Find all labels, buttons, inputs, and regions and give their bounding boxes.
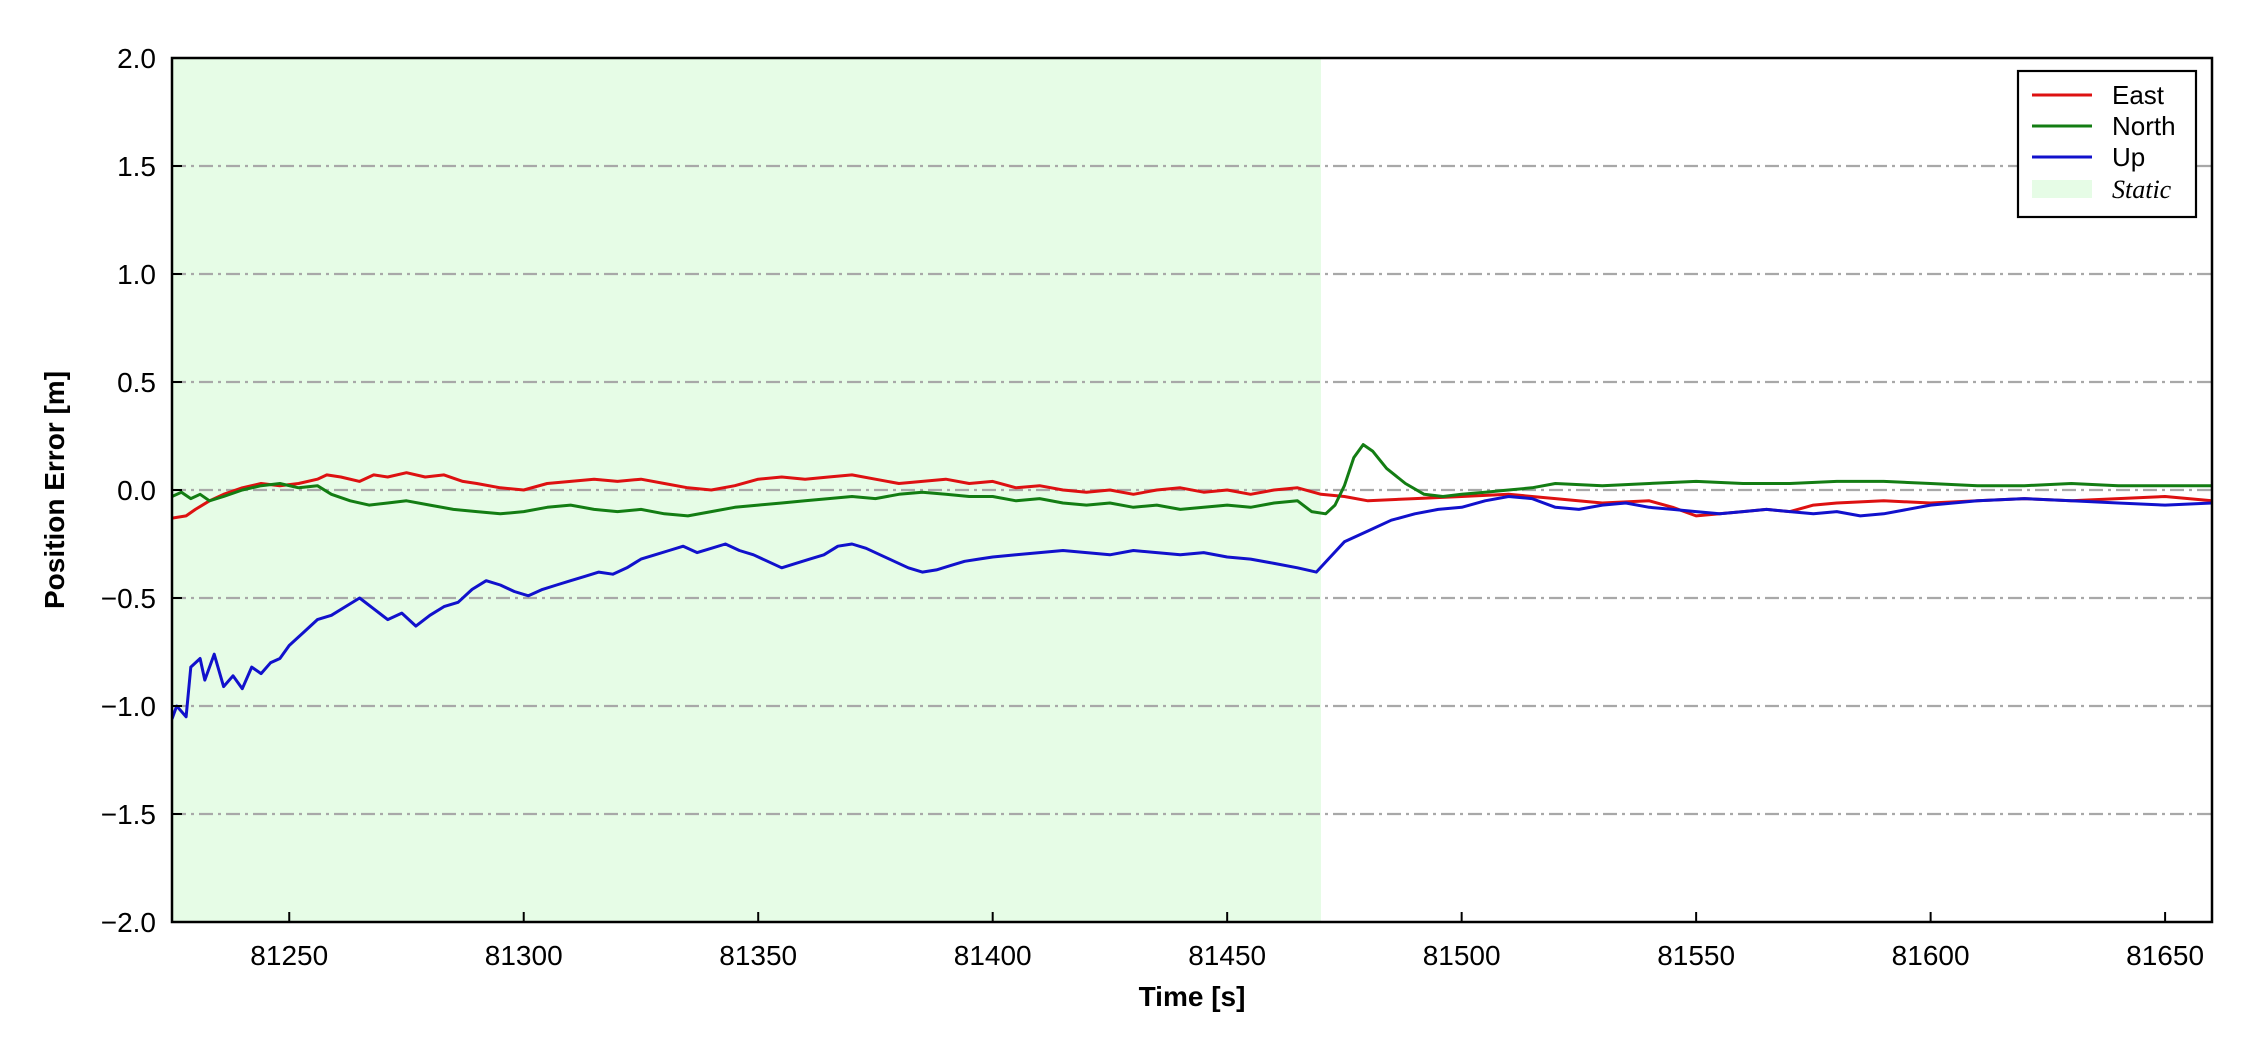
legend-label-up: Up — [2112, 142, 2145, 172]
legend-label-north: North — [2112, 111, 2176, 141]
x-tick-label: 81400 — [954, 940, 1032, 971]
series-layer — [172, 443, 2212, 720]
axes-layer: 81250 81300 81350 81400 81450 81500 81550 81600… — [39, 43, 2214, 1012]
x-tick-label: 81650 — [2126, 940, 2204, 971]
y-tick-label: 1.5 — [117, 151, 156, 182]
x-axis-title: Time [s] — [1139, 981, 1246, 1012]
x-tick-label: 81450 — [1188, 940, 1266, 971]
x-tick-label: 81500 — [1423, 940, 1501, 971]
x-tick-label: 81300 — [485, 940, 563, 971]
y-tick-label: 1.0 — [117, 259, 156, 290]
series-line-up — [172, 495, 2212, 720]
y-tick-label: 0.5 — [117, 367, 156, 398]
x-tick-label: 81550 — [1657, 940, 1735, 971]
x-tick-label: 81600 — [1892, 940, 1970, 971]
series-line-north — [172, 443, 2212, 518]
legend-swatch-static — [2032, 180, 2092, 198]
legend-label-static: Static — [2112, 175, 2172, 204]
x-tick-label: 81250 — [250, 940, 328, 971]
y-tick-label: −0.5 — [101, 583, 156, 614]
y-tick-label: −2.0 — [101, 907, 156, 938]
y-tick-label: 2.0 — [117, 43, 156, 74]
y-tick-label: −1.0 — [101, 691, 156, 722]
legend-label-east: East — [2112, 80, 2165, 110]
y-tick-label: −1.5 — [101, 799, 156, 830]
y-tick-label: 0.0 — [117, 475, 156, 506]
y-axis-title: Position Error [m] — [39, 371, 70, 609]
x-tick-label: 81350 — [719, 940, 797, 971]
